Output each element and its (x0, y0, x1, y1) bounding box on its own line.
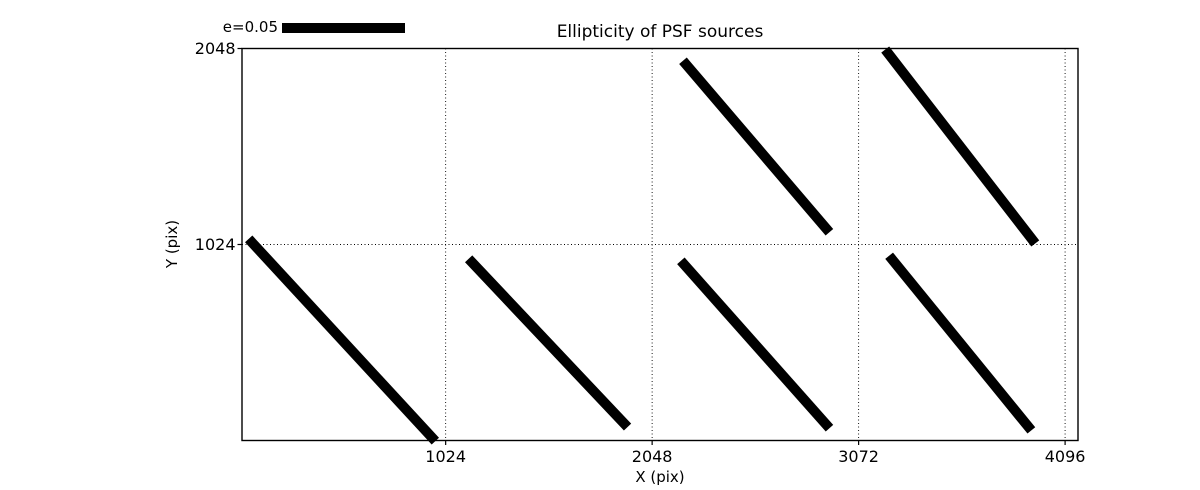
whisker-segment-3 (677, 257, 834, 432)
whisker-segment-6 (881, 46, 1040, 247)
chart-title: Ellipticity of PSF sources (556, 22, 764, 42)
whisker-segment-4 (885, 252, 1036, 434)
whisker-segment-2 (465, 255, 632, 431)
legend-label: e=0.05 (222, 18, 278, 36)
y-tick-label-1024: 1024 (194, 235, 236, 254)
y-tick-label-2048: 2048 (194, 39, 236, 58)
legend-scale-bar (282, 23, 405, 33)
whisker-segment-5 (679, 57, 834, 236)
x-tick-label-1024: 1024 (425, 447, 467, 466)
y-axis-label: Y (pix) (163, 219, 181, 269)
x-tick-label-3072: 3072 (838, 447, 879, 466)
whisker-segment-1 (245, 235, 440, 445)
x-tick-label-2048: 2048 (631, 447, 673, 466)
x-axis-label: X (pix) (635, 468, 685, 486)
x-tick-label-4096: 4096 (1044, 447, 1086, 466)
